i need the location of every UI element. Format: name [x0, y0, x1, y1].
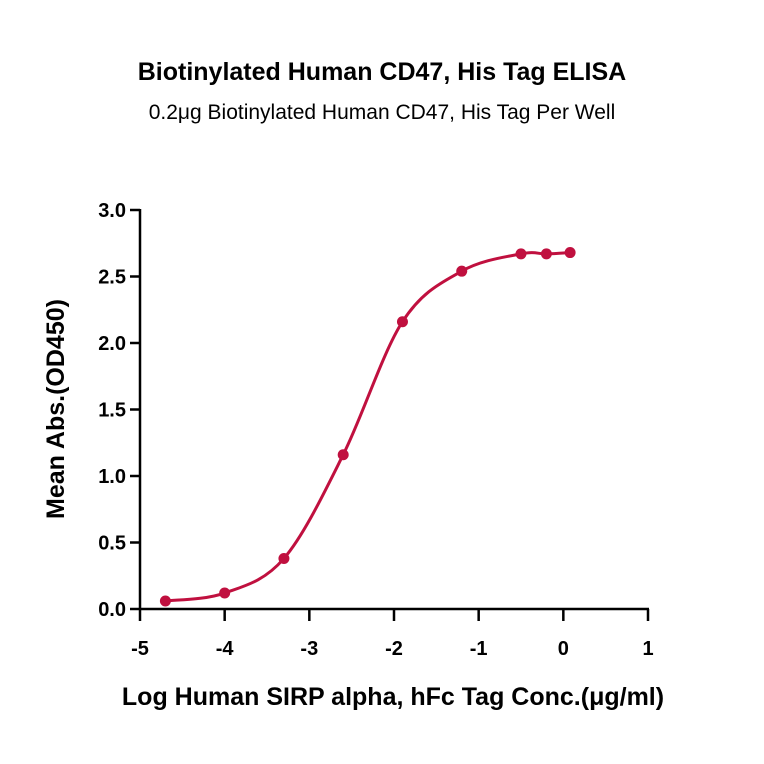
axes: [138, 209, 649, 611]
data-point: [515, 248, 527, 260]
data-point: [278, 552, 290, 564]
x-tick-label: -4: [216, 638, 235, 660]
y-ticks: 0.0 0.5 1.0 1.5 2.0 2.5 3.0: [98, 200, 140, 621]
fit-curve: [165, 251, 571, 603]
y-tick-label: 0.0: [98, 599, 126, 621]
x-tick-label: 0: [558, 638, 569, 660]
y-tick-label: 1.5: [98, 400, 126, 422]
x-ticks: -5 -4 -3 -2 -1 0 1: [131, 609, 654, 660]
x-tick-label: -3: [300, 638, 318, 660]
data-point: [219, 587, 231, 599]
y-tick-label: 3.0: [98, 200, 126, 222]
data-points: [159, 247, 576, 607]
y-tick-label: 2.5: [98, 267, 126, 289]
data-point: [396, 316, 408, 328]
y-tick-label: 0.5: [98, 533, 126, 555]
x-tick-label: -5: [131, 638, 149, 660]
data-point: [456, 265, 468, 277]
x-axis-label: Log Human SIRP alpha, hFc Tag Conc.(μg/m…: [122, 683, 664, 711]
data-point: [564, 247, 576, 259]
chart-subtitle: 0.2μg Biotinylated Human CD47, His Tag P…: [148, 101, 616, 124]
data-point: [159, 595, 171, 607]
y-axis-label: Mean Abs.(OD450): [42, 299, 70, 519]
data-point: [540, 248, 552, 260]
x-tick-label: -1: [470, 638, 488, 660]
y-tick-label: 2.0: [98, 333, 126, 355]
chart-title: Biotinylated Human CD47, His Tag ELISA: [137, 58, 627, 86]
y-tick-label: 1.0: [98, 466, 126, 488]
x-tick-label: 1: [642, 638, 653, 660]
data-point: [337, 449, 349, 461]
x-tick-label: -2: [385, 638, 403, 660]
